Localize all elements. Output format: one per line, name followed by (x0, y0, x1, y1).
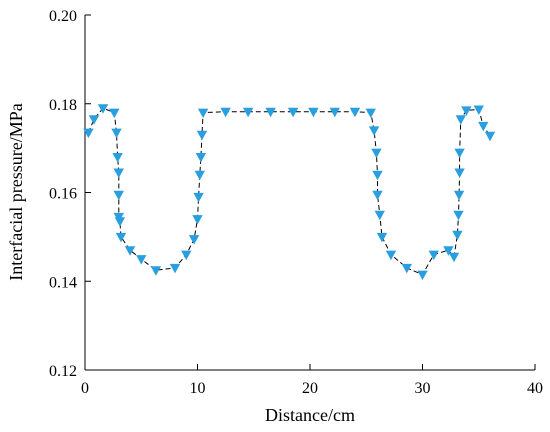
x-tick-label: 40 (527, 380, 543, 397)
data-point (109, 108, 120, 119)
data-point (454, 148, 465, 159)
data-point (376, 232, 388, 243)
axes (84, 15, 535, 371)
data-point (115, 232, 127, 243)
data-point (349, 107, 361, 118)
data-point (193, 192, 204, 203)
x-axis-title: Distance/cm (265, 405, 355, 425)
data-point (478, 121, 489, 132)
data-point (453, 190, 465, 201)
data-point (265, 107, 276, 118)
data-point (196, 130, 208, 141)
series-line (87, 107, 491, 276)
data-point (113, 168, 124, 178)
data-point (197, 108, 209, 119)
data-point (372, 190, 383, 201)
data-point (83, 128, 94, 139)
y-tick-label: 0.16 (49, 186, 77, 203)
data-point (365, 108, 376, 119)
data-point (401, 263, 412, 274)
y-tick-label: 0.18 (49, 97, 77, 114)
data-point (111, 128, 122, 139)
data-point (88, 115, 100, 125)
data-point (484, 131, 496, 142)
data-point (329, 107, 340, 118)
data-point (453, 210, 464, 221)
data-point (195, 153, 207, 163)
y-tick-label: 0.14 (49, 274, 77, 291)
data-point (452, 230, 463, 241)
data-point (188, 235, 200, 245)
y-tick-label: 0.12 (49, 363, 77, 380)
data-point (242, 107, 254, 118)
data-point (473, 105, 484, 115)
y-tick-label: 0.20 (49, 8, 77, 25)
data-point (220, 107, 231, 118)
data-point (192, 215, 203, 225)
data-point (169, 263, 181, 274)
data-point (113, 190, 124, 201)
data-point (287, 107, 299, 118)
data-point (428, 250, 439, 261)
x-tick-label: 30 (415, 380, 431, 397)
x-tick-label: 0 (81, 380, 89, 397)
plot-area (83, 104, 496, 281)
x-tick-label: 10 (190, 380, 206, 397)
data-point (455, 115, 466, 125)
data-point (194, 170, 205, 181)
data-point (371, 148, 382, 159)
data-point (461, 106, 472, 116)
y-axis-title: Interfacial pressure/MPa (6, 103, 26, 280)
data-point (181, 250, 192, 261)
data-point (443, 246, 454, 256)
y-ticks: 0.12 0.14 0.16 0.18 0.20 (49, 8, 91, 380)
data-point (97, 104, 109, 114)
data-point (150, 266, 162, 276)
x-ticks: 0 10 20 30 40 (81, 364, 543, 397)
data-point (112, 153, 123, 163)
data-point (114, 217, 126, 227)
data-point (385, 250, 397, 261)
data-point (308, 107, 319, 118)
data-point (372, 170, 383, 181)
data-point (448, 252, 460, 263)
data-point (454, 168, 465, 178)
data-point (368, 126, 380, 136)
data-point (136, 255, 147, 265)
data-point (374, 210, 385, 221)
x-tick-label: 20 (302, 380, 318, 397)
data-point (417, 270, 428, 281)
data-point (124, 246, 136, 256)
